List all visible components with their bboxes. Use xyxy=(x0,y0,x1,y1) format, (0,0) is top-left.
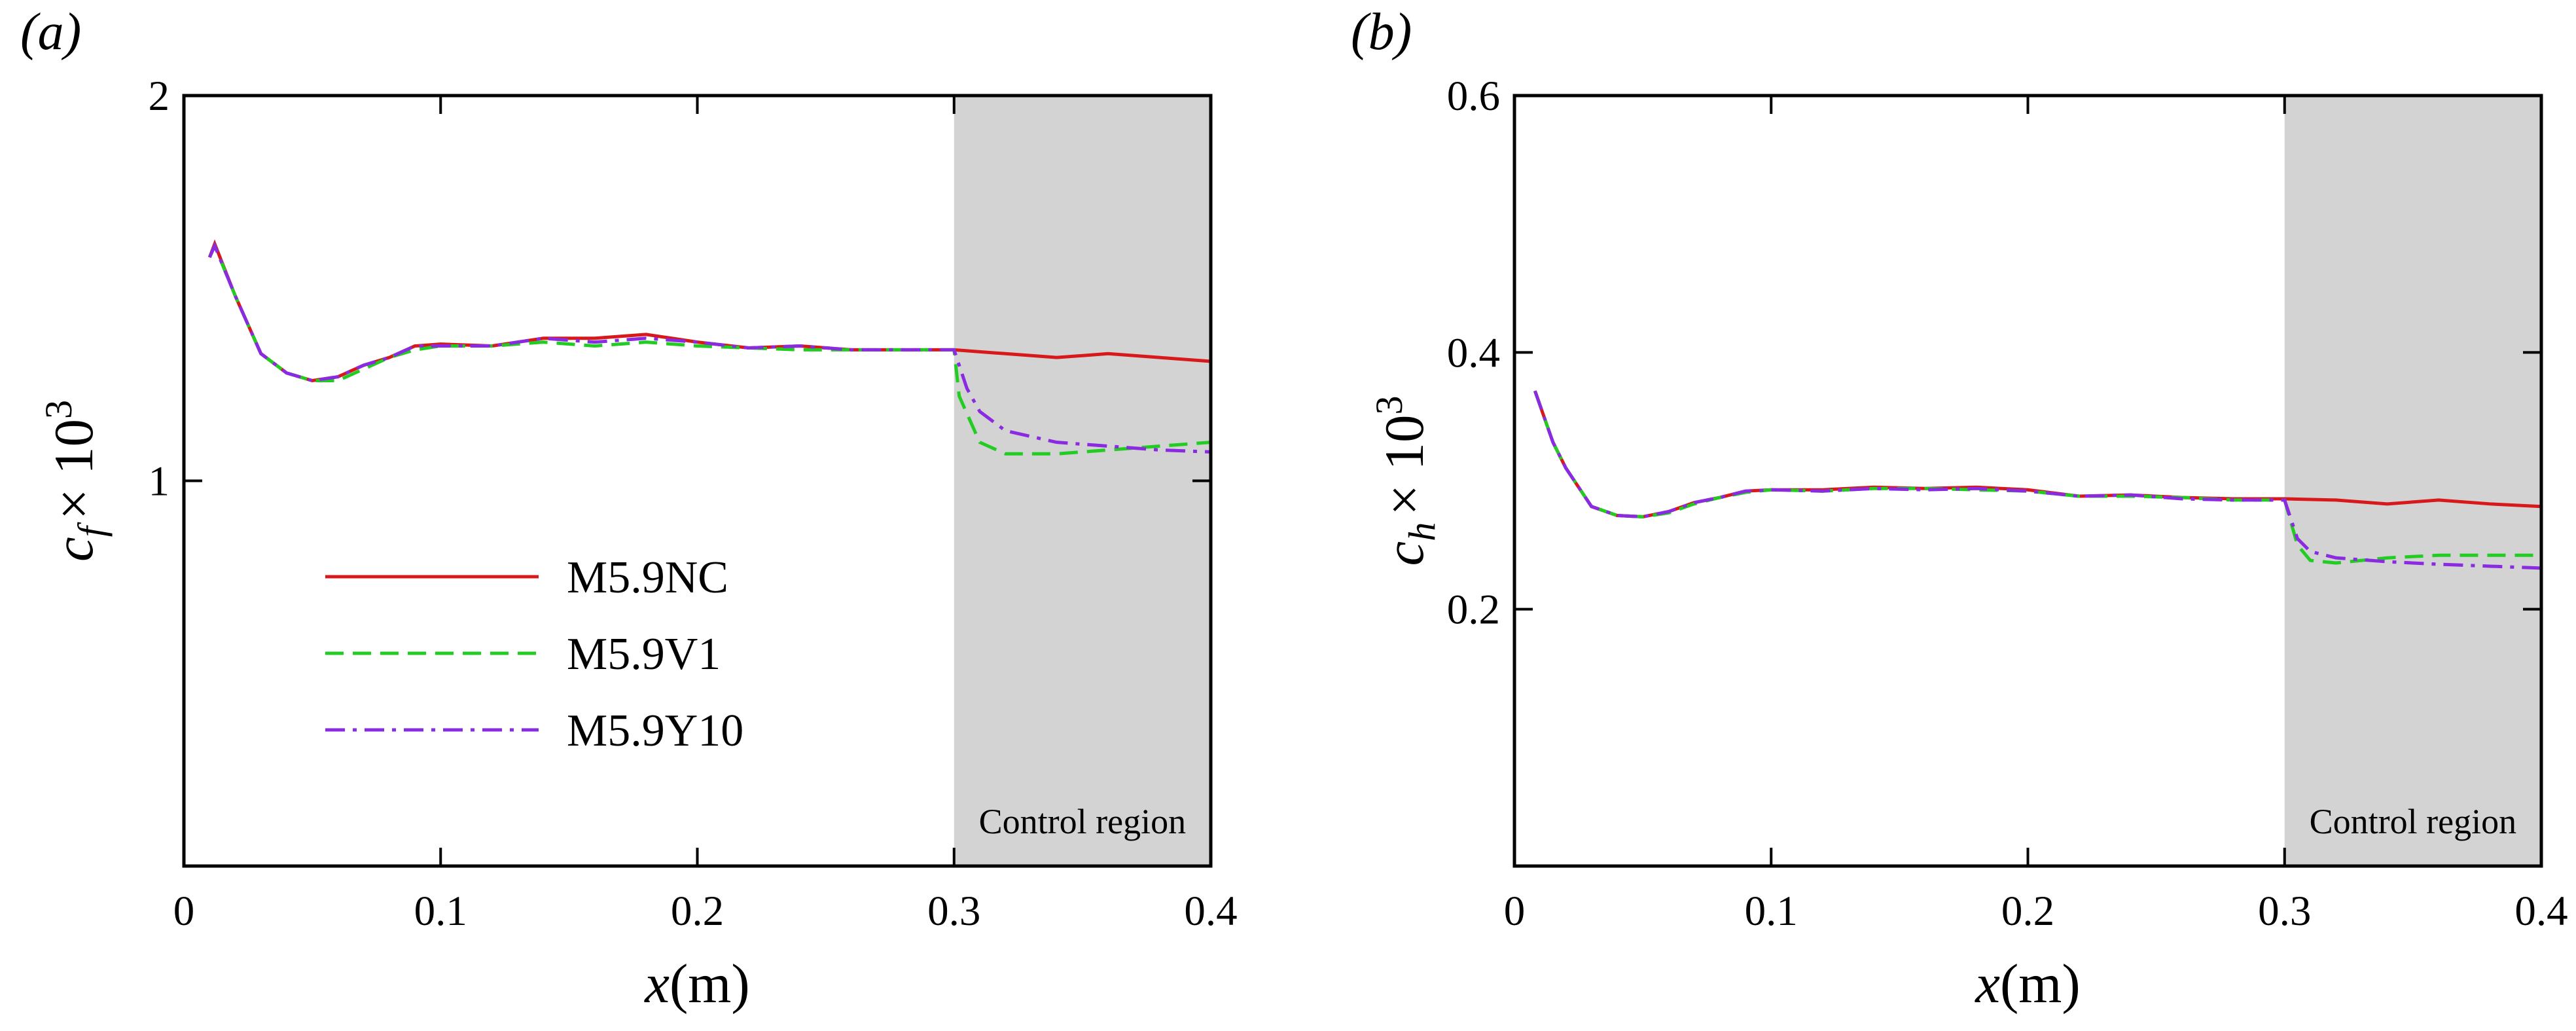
y-label-subscript: h xyxy=(1401,522,1443,541)
y-tick-label: 0.4 xyxy=(1447,329,1500,376)
legend-label: M5.9V1 xyxy=(567,629,721,679)
x-tick-label: 0.4 xyxy=(1184,888,1237,935)
control-region xyxy=(954,96,1211,866)
x-label-symbol: x xyxy=(643,953,670,1015)
y-label-factor: × 10 xyxy=(1374,415,1435,516)
x-tick-label: 0.3 xyxy=(2258,888,2311,935)
annotation: Control region xyxy=(2310,802,2516,841)
y-axis-label: cf × 103 xyxy=(37,400,113,562)
legend-label: M5.9NC xyxy=(567,552,728,603)
panel-label: (b) xyxy=(1351,3,1412,61)
x-label-unit: (m) xyxy=(2000,953,2081,1015)
panel-label: (a) xyxy=(20,3,81,61)
x-tick-label: 0 xyxy=(1504,888,1526,935)
y-tick-label: 0.2 xyxy=(1447,587,1500,634)
y-axis-label: ch × 103 xyxy=(1368,396,1443,566)
panel: Control region 0 0.1 0.2 0.3 0.4 0.2 0.4 0.6 (b) x… xyxy=(1351,3,2568,1015)
x-label-unit: (m) xyxy=(670,953,750,1015)
y-label-symbol: c xyxy=(43,537,105,562)
x-tick-label: 0.1 xyxy=(414,888,467,935)
x-axis-label: x(m) xyxy=(643,953,749,1015)
panel: Control region 0 0.1 0.2 0.3 0.4 1 2 (a) x(m) cf × … xyxy=(20,3,1238,1015)
y-tick-label: 1 xyxy=(149,458,170,505)
y-label-factor: × 10 xyxy=(43,419,105,520)
plot-frame xyxy=(1512,94,2543,868)
y-label-subscript: f xyxy=(70,522,113,537)
plot-frame xyxy=(182,94,1213,868)
annotation: Control region xyxy=(979,802,1186,841)
x-tick-label: 0.2 xyxy=(2001,888,2054,935)
y-label-exponent: 3 xyxy=(1368,396,1410,415)
x-tick-label: 0.1 xyxy=(1745,888,1798,935)
series-line xyxy=(1533,390,2541,570)
y-tick-label: 2 xyxy=(149,73,170,120)
x-tick-label: 0.3 xyxy=(927,888,980,935)
x-label-symbol: x xyxy=(1974,953,2000,1015)
series-line xyxy=(207,242,1211,454)
y-label-symbol: c xyxy=(1374,541,1435,566)
legend-label: M5.9Y10 xyxy=(567,706,743,756)
x-axis-label: x(m) xyxy=(1974,953,2080,1015)
control-region xyxy=(2284,96,2541,866)
x-tick-label: 0.2 xyxy=(671,888,724,935)
x-tick-label: 0.4 xyxy=(2514,888,2567,935)
y-label-exponent: 3 xyxy=(37,400,80,419)
y-tick-label: 0.6 xyxy=(1447,73,1500,120)
x-tick-label: 0 xyxy=(173,888,195,935)
